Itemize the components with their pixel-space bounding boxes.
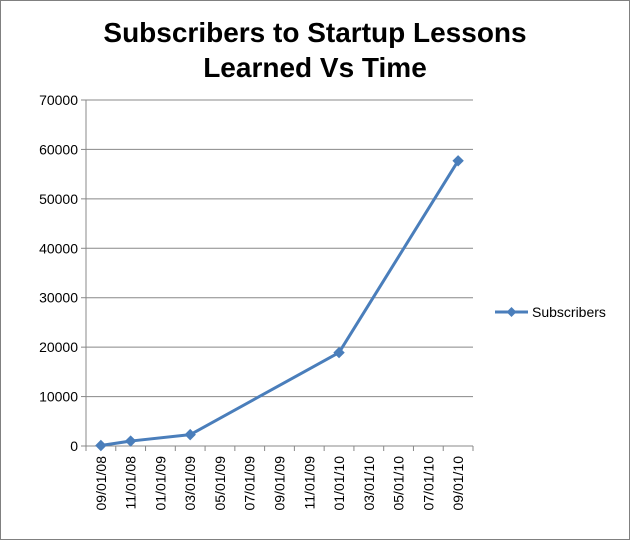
x-tick-label: 05/01/10 bbox=[391, 456, 407, 511]
data-point-marker bbox=[95, 439, 107, 452]
y-tick-label: 60000 bbox=[39, 141, 78, 157]
data-point-marker bbox=[184, 428, 196, 441]
x-tick-label: 11/01/09 bbox=[301, 456, 317, 510]
y-tick-label: 0 bbox=[70, 438, 78, 454]
legend-marker bbox=[506, 307, 517, 317]
legend: Subscribers bbox=[495, 304, 606, 320]
chart-title-line-1: Subscribers to Startup Lessons bbox=[103, 17, 526, 48]
x-tick-label: 09/01/10 bbox=[450, 456, 466, 511]
data-point-marker bbox=[333, 346, 345, 359]
x-tick-label: 11/01/08 bbox=[123, 456, 139, 510]
x-tick-label: 07/01/09 bbox=[242, 456, 258, 511]
x-tick-label: 01/01/09 bbox=[152, 456, 168, 511]
y-tick-label: 40000 bbox=[39, 240, 78, 256]
data-point-marker bbox=[452, 155, 464, 167]
x-tick-label: 09/01/08 bbox=[93, 456, 109, 511]
y-tick-label: 30000 bbox=[39, 290, 78, 306]
y-tick-label: 20000 bbox=[39, 339, 78, 355]
x-tick-label: 05/01/09 bbox=[212, 456, 228, 511]
legend-label: Subscribers bbox=[532, 304, 606, 320]
data-point-marker bbox=[124, 435, 137, 447]
chart-title-line-2: Learned Vs Time bbox=[203, 52, 427, 83]
x-tick-label: 09/01/09 bbox=[272, 456, 288, 511]
x-tick-label: 03/01/09 bbox=[182, 456, 198, 511]
y-tick-label: 50000 bbox=[39, 191, 78, 207]
x-tick-label: 03/01/10 bbox=[361, 456, 377, 511]
y-tick-label: 70000 bbox=[39, 92, 78, 108]
y-tick-label: 10000 bbox=[39, 389, 78, 405]
x-tick-label: 01/01/10 bbox=[331, 456, 347, 511]
x-tick-label: 07/01/10 bbox=[420, 456, 436, 511]
plot-area: 0 10000 20000 30000 40000 50000 60000 70000 09/0… bbox=[39, 92, 474, 511]
